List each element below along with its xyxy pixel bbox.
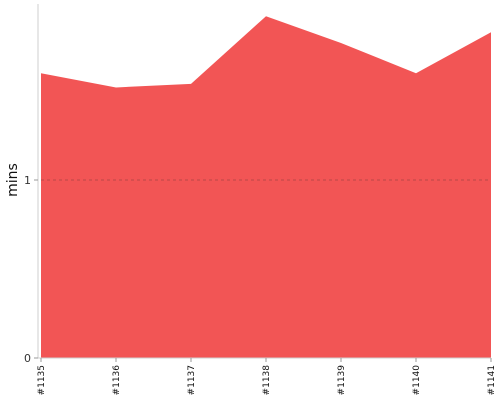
y-tick-label: 0 bbox=[24, 352, 31, 365]
x-tick-label: #1140 bbox=[412, 365, 422, 396]
x-tick-label: #1137 bbox=[187, 365, 197, 395]
y-tick-label: 1 bbox=[24, 174, 31, 187]
x-ticks: #1135 #1136 #1137 #1138 #1139 #1140 #1141 bbox=[37, 358, 497, 395]
x-tick-label: #1138 bbox=[262, 365, 272, 396]
x-tick-label: #1136 bbox=[112, 365, 122, 396]
x-tick-label: #1135 bbox=[37, 365, 47, 395]
series-area bbox=[41, 16, 491, 359]
y-ticks: 01 bbox=[24, 174, 38, 365]
x-tick-label: #1141 bbox=[487, 365, 497, 395]
y-axis-label: mins bbox=[5, 163, 21, 197]
x-tick-label: #1139 bbox=[337, 365, 347, 396]
